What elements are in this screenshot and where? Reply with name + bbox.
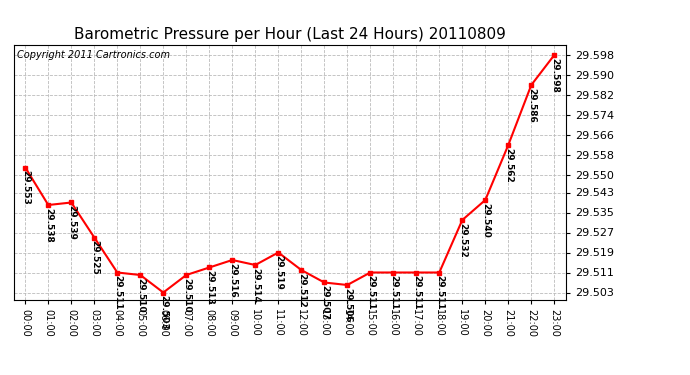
Text: 29.511: 29.511 xyxy=(112,275,122,310)
Text: 29.503: 29.503 xyxy=(159,295,168,330)
Text: 29.506: 29.506 xyxy=(343,288,352,322)
Text: 29.511: 29.511 xyxy=(435,275,444,310)
Text: 29.511: 29.511 xyxy=(388,275,398,310)
Text: 29.514: 29.514 xyxy=(250,268,260,303)
Text: 29.525: 29.525 xyxy=(90,240,99,275)
Text: 29.540: 29.540 xyxy=(481,203,490,237)
Text: 29.562: 29.562 xyxy=(504,148,513,183)
Text: 29.519: 29.519 xyxy=(274,255,283,290)
Text: 29.512: 29.512 xyxy=(297,273,306,308)
Text: 29.553: 29.553 xyxy=(21,170,30,205)
Text: 29.513: 29.513 xyxy=(205,270,214,305)
Text: 29.598: 29.598 xyxy=(550,58,559,93)
Text: 29.511: 29.511 xyxy=(412,275,421,310)
Text: 29.539: 29.539 xyxy=(67,205,76,240)
Title: Barometric Pressure per Hour (Last 24 Hours) 20110809: Barometric Pressure per Hour (Last 24 Ho… xyxy=(74,27,506,42)
Text: 29.516: 29.516 xyxy=(228,263,237,297)
Text: 29.538: 29.538 xyxy=(43,208,53,243)
Text: 29.586: 29.586 xyxy=(526,88,536,123)
Text: Copyright 2011 Cartronics.com: Copyright 2011 Cartronics.com xyxy=(17,50,170,60)
Text: 29.507: 29.507 xyxy=(319,285,329,320)
Text: 29.510: 29.510 xyxy=(181,278,191,312)
Text: 29.510: 29.510 xyxy=(136,278,145,312)
Text: 29.511: 29.511 xyxy=(366,275,375,310)
Text: 29.532: 29.532 xyxy=(457,223,467,258)
